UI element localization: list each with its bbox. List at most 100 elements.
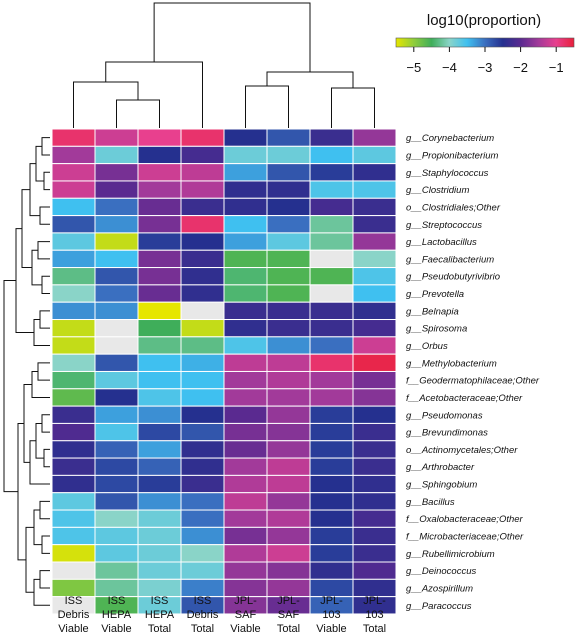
heatmap-cell: [180, 561, 225, 580]
heatmap-cell: [309, 180, 354, 199]
row-dendrogram-branch: [3, 280, 18, 493]
heatmap-cell: [137, 561, 182, 580]
heatmap-cell: [223, 163, 268, 182]
heatmap-cell: [94, 509, 139, 528]
heatmap-cell: [266, 353, 311, 372]
heatmap-cell: [94, 422, 139, 442]
heatmap-cell: [51, 526, 96, 546]
heatmap-cell: [137, 180, 182, 199]
heatmap-cell: [137, 422, 182, 442]
heatmap-cell: [352, 474, 397, 494]
heatmap-cell: [223, 440, 268, 459]
heatmap-cell: [309, 492, 354, 511]
heatmap-cell: [266, 284, 311, 303]
heatmap-cell: [137, 353, 182, 372]
row-dendrogram-branch: [15, 228, 34, 334]
row-label: f__Oxalobacteraceae;Other: [406, 514, 524, 525]
heatmap-cell: [309, 301, 354, 321]
heatmap-cell: [137, 267, 182, 286]
heatmap-cell: [137, 440, 182, 459]
heatmap-cell: [352, 370, 397, 390]
row-label: g__Pseudomonas: [406, 410, 483, 421]
row-label: g__Arthrobacter: [406, 462, 475, 473]
heatmap-cell: [352, 422, 397, 442]
row-label: g__Prevotella: [406, 289, 464, 300]
heatmap-cell: [352, 405, 397, 424]
heatmap-cell: [266, 197, 311, 217]
heatmap-cell: [352, 526, 397, 546]
heatmap-cell: [180, 249, 225, 269]
heatmap-cell: [309, 249, 354, 269]
heatmap-cell: [51, 422, 96, 442]
heatmap-cell: [223, 474, 268, 494]
row-labels: g__Corynebacterium g__Propionibacterium g_…: [406, 133, 540, 612]
heatmap-cell: [266, 492, 311, 511]
heatmap-cell: [51, 492, 96, 511]
heatmap-cell: [94, 353, 139, 372]
row-dendrogram-branch: [29, 440, 50, 485]
heatmap-cell: [51, 457, 96, 476]
row-label: g__Rubellimicrobium: [406, 549, 495, 560]
row-label: g__Clostridium: [406, 185, 469, 196]
heatmap-cell: [180, 405, 225, 424]
heatmap-cell: [309, 526, 354, 546]
heatmap-cell: [223, 128, 268, 147]
heatmap-cell: [51, 405, 96, 424]
heatmap-cell: [352, 145, 397, 165]
heatmap-cell: [180, 232, 225, 251]
heatmap-cell: [51, 319, 96, 338]
column-label: JPL-SAF Total: [277, 595, 300, 635]
heatmap-cell: [223, 284, 268, 303]
heatmap-cell: [223, 405, 268, 424]
heatmap-cell: [352, 336, 397, 355]
heatmap-cell: [309, 561, 354, 580]
heatmap-cell: [352, 284, 397, 303]
heatmap-cell: [94, 474, 139, 494]
heatmap-cell: [309, 336, 354, 355]
row-dendrogram-branch: [31, 249, 42, 286]
heatmap-cell: [309, 163, 354, 182]
heatmap-cell: [180, 215, 225, 234]
heatmap-cell: [352, 301, 397, 321]
legend-tick-label: −3: [478, 60, 493, 75]
heatmap-cell: [266, 405, 311, 424]
heatmap-cell: [51, 388, 96, 407]
row-label: g__Bacillus: [406, 497, 455, 508]
heatmap-cell: [309, 145, 354, 165]
heatmap-cell: [137, 474, 182, 494]
heatmap-cell: [223, 197, 268, 217]
heatmap-cell: [223, 180, 268, 199]
heatmap-cell: [51, 370, 96, 390]
heatmap-cell: [309, 509, 354, 528]
heatmap-cell: [94, 267, 139, 286]
heatmap-cell: [266, 422, 311, 442]
heatmap-cell: [180, 526, 225, 546]
heatmap-cell: [266, 388, 311, 407]
row-label: g__Azospirillum: [406, 583, 473, 594]
row-label: g__Sphingobium: [406, 480, 477, 491]
heatmap-cell: [180, 128, 225, 147]
heatmap-cell: [266, 440, 311, 459]
row-dendrogram-branch: [39, 570, 50, 589]
heatmap-cell: [223, 353, 268, 372]
heatmap-cell: [51, 232, 96, 251]
column-label: JPL-103 Total: [363, 595, 386, 635]
heatmap-cell: [51, 561, 96, 580]
row-label: g__Deinococcus: [406, 566, 476, 577]
row-dendrogram-branch: [37, 241, 50, 260]
row-label: g__Lactobacillus: [406, 237, 477, 248]
heatmap-cell: [266, 526, 311, 546]
heatmap-cell: [352, 509, 397, 528]
heatmap-cell: [51, 197, 96, 217]
heatmap-cell: [266, 163, 311, 182]
heatmap-cell: [352, 232, 397, 251]
row-dendrogram-branch: [23, 383, 32, 463]
color-legend: log10(proportion) −5 −4 −3 −2 −1: [395, 12, 575, 75]
heatmap-cell: [352, 180, 397, 199]
heatmap-cell: [309, 388, 354, 407]
legend-title: log10(proportion): [427, 12, 541, 29]
row-label: o__Clostridiales;Other: [406, 202, 501, 213]
heatmap-cell: [94, 232, 139, 251]
heatmap-cell: [180, 370, 225, 390]
heatmap-cell: [137, 249, 182, 269]
